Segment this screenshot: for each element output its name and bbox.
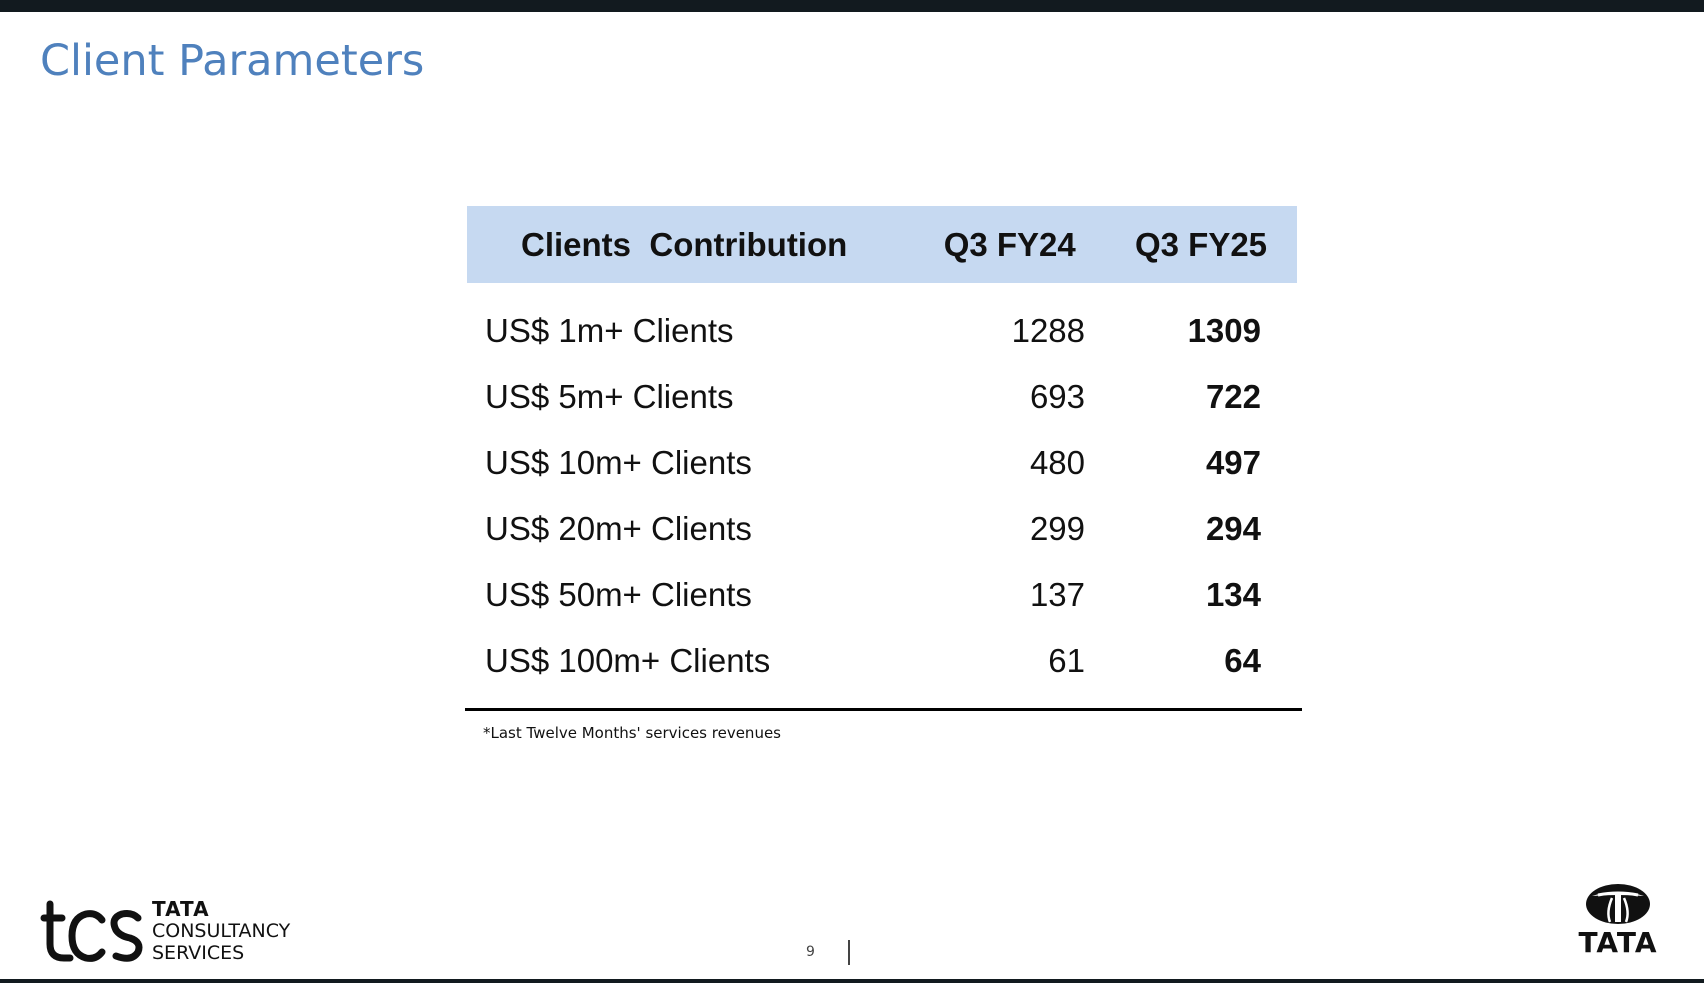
tcs-wordmark: TATA CONSULTANCY SERVICES <box>152 898 290 964</box>
row-value-q3-fy24: 1288 <box>1011 312 1086 349</box>
top-bar <box>0 0 1704 12</box>
tcs-logo: TATA CONSULTANCY SERVICES <box>40 896 290 966</box>
tata-logo: TATA <box>1574 882 1662 958</box>
tcs-wordmark-services: SERVICES <box>152 942 245 964</box>
row-label: US$ 50m+ Clients <box>485 576 752 613</box>
row-label: US$ 10m+ Clients <box>485 444 752 481</box>
table-row: US$ 1m+ Clients 1288 1309 <box>467 298 1297 364</box>
tata-wordmark: TATA <box>1578 926 1658 959</box>
table-row: US$ 20m+ Clients 299 294 <box>467 496 1297 562</box>
clients-table: Clients Contribution Q3 FY24 Q3 FY25 US$… <box>467 206 1297 694</box>
table-row: US$ 100m+ Clients 61 64 <box>467 628 1297 694</box>
clients-table-container: Clients Contribution Q3 FY24 Q3 FY25 US$… <box>465 206 1302 711</box>
row-value-q3-fy24: 299 <box>1029 510 1086 547</box>
row-label: US$ 20m+ Clients <box>485 510 752 547</box>
row-value-q3-fy25: 64 <box>1224 642 1261 679</box>
page-number: 9 <box>806 944 815 960</box>
table-bottom-rule <box>465 708 1302 711</box>
bottom-bar <box>0 979 1704 983</box>
table-footnote: *Last Twelve Months' services revenues <box>483 724 781 742</box>
header-q3-fy24: Q3 FY24 <box>943 225 1076 263</box>
header-clients-contribution: Clients Contribution <box>521 225 848 263</box>
row-value-q3-fy25: 134 <box>1205 576 1261 613</box>
tcs-logo-mark-icon <box>40 900 143 962</box>
row-value-q3-fy24: 137 <box>1029 576 1086 613</box>
row-label: US$ 1m+ Clients <box>485 312 734 349</box>
tcs-wordmark-consultancy: CONSULTANCY <box>152 920 291 942</box>
table-row: US$ 5m+ Clients 693 722 <box>467 364 1297 430</box>
row-value-q3-fy25: 1309 <box>1187 312 1261 349</box>
slide-title: Client Parameters <box>40 36 425 86</box>
row-label: US$ 100m+ Clients <box>485 642 771 679</box>
table-header-row: Clients Contribution Q3 FY24 Q3 FY25 <box>467 206 1297 283</box>
row-value-q3-fy25: 497 <box>1205 444 1261 481</box>
tcs-wordmark-tata: TATA <box>152 897 210 921</box>
tata-emblem-icon <box>1586 884 1650 924</box>
table-row: US$ 50m+ Clients 137 134 <box>467 562 1297 628</box>
row-value-q3-fy25: 722 <box>1205 378 1261 415</box>
table-row: US$ 10m+ Clients 480 497 <box>467 430 1297 496</box>
row-value-q3-fy25: 294 <box>1205 510 1261 547</box>
row-value-q3-fy24: 480 <box>1029 444 1086 481</box>
row-value-q3-fy24: 61 <box>1048 642 1086 679</box>
row-value-q3-fy24: 693 <box>1029 378 1086 415</box>
row-label: US$ 5m+ Clients <box>485 378 734 415</box>
header-q3-fy25: Q3 FY25 <box>1134 225 1268 263</box>
page-number-divider <box>848 940 850 965</box>
